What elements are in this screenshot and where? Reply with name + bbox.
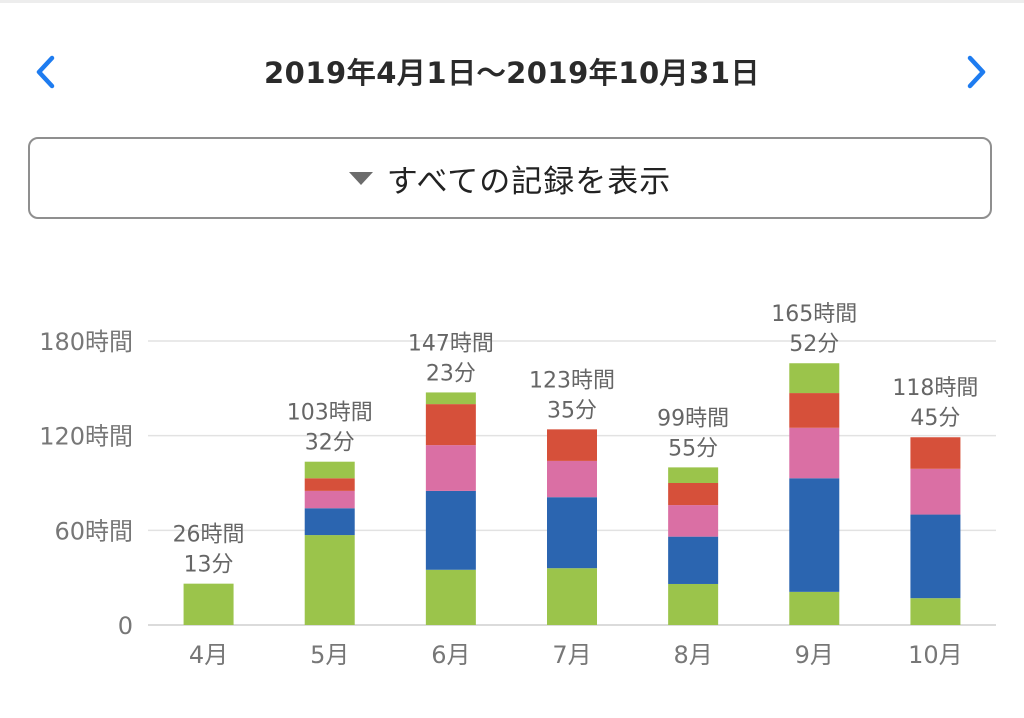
x-tick-label: 6月 [431,641,470,669]
bar-segment [547,497,597,569]
chevron-right-icon [967,55,986,89]
bar-segment [789,591,840,625]
next-period-button[interactable] [956,52,996,92]
record-filter-dropdown[interactable]: すべての記録を表示 [28,137,992,219]
bar-total-minutes: 55分 [668,436,718,461]
x-axis-ticks: 4月 5月 6月 7月 8月 9月 10月 [189,641,963,669]
bar-total-hours: 118時間 [892,376,978,401]
bar-total-minutes: 32分 [305,431,355,456]
bar-segment [547,568,597,625]
bar-segment [547,460,597,498]
caret-down-icon [348,171,373,185]
x-tick-label: 10月 [908,641,963,669]
bar-segment [183,583,234,625]
bar-segment [425,404,476,446]
bar-segment [910,437,961,469]
bar-total-hours: 123時間 [529,368,615,393]
x-tick-label: 7月 [552,641,591,669]
bar-segment [789,427,840,479]
bar-segment [304,490,355,509]
bar-total-minutes: 13分 [184,553,234,578]
bar-total-minutes: 52分 [789,332,839,357]
bar-segment [789,363,840,394]
bar-segment [304,478,355,491]
x-tick-label: 9月 [795,641,834,669]
x-tick-label: 5月 [310,641,349,669]
y-tick-label: 120時間 [39,423,133,451]
x-tick-label: 8月 [674,641,713,669]
bar-segment [425,490,476,570]
bar-segment [910,468,961,515]
prev-period-button[interactable] [26,52,66,92]
y-axis-ticks: 0 60時間 120時間 180時間 [39,328,133,640]
bar-segment [910,598,961,625]
bar-segment [425,445,476,491]
bar-segment [425,569,476,625]
bar-segment [304,535,355,625]
x-tick-label: 4月 [189,641,228,669]
y-tick-label: 60時間 [54,517,133,545]
monthly-time-chart: 0 60時間 120時間 180時間 26時間 13分 103時間 32分 147時間 23分 1… [39,302,996,669]
bar-total-hours: 26時間 [173,523,245,548]
bar-segment [425,392,476,405]
bar-total-minutes: 35分 [547,398,597,423]
bar-total-hours: 103時間 [287,401,373,426]
bar-segment [304,508,355,536]
bar-segment [789,393,840,428]
bar-segment [668,583,719,625]
y-tick-label: 180時間 [39,328,133,356]
chevron-left-icon [36,55,55,89]
bar-segment [789,478,840,592]
date-range-title: 2019年4月1日〜2019年10月31日 [264,56,760,90]
bar-segment [304,461,355,479]
bar-total-hours: 147時間 [408,331,494,356]
bar-segment [668,483,719,506]
bar-total-minutes: 23分 [426,361,476,386]
bar-segment [668,467,719,483]
bar-segment [910,514,961,599]
top-divider [0,0,1024,3]
bar-segment [668,505,719,537]
filter-label: すべての記録を表示 [386,163,672,200]
bar-total-labels: 26時間 13分 103時間 32分 147時間 23分 123時間 35分 99時間 55分 16… [173,302,979,577]
y-tick-label: 0 [118,612,133,640]
bar-total-hours: 165時間 [771,302,857,327]
bar-segment [668,536,719,584]
bar-total-minutes: 45分 [910,406,960,431]
bar-segment [547,429,597,461]
bar-total-hours: 99時間 [657,406,729,431]
bars [183,363,961,625]
